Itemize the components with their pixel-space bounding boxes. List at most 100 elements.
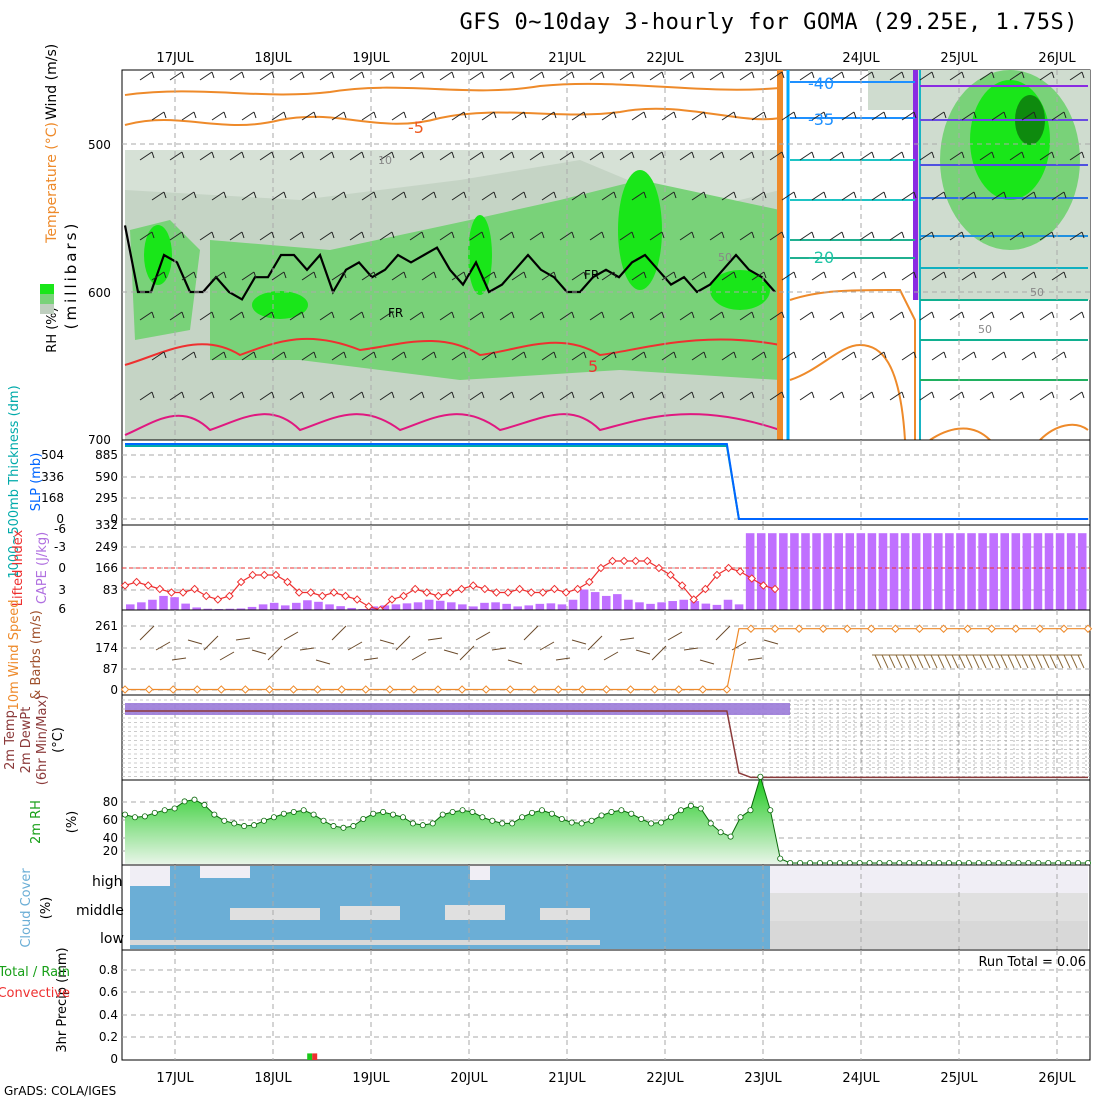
- wind-barb-flag: [391, 311, 395, 319]
- wind-barb: [691, 191, 705, 201]
- wind-barb-flag: [1003, 271, 1007, 279]
- wind-barb-flag: [601, 231, 605, 239]
- cape-bar: [391, 604, 401, 610]
- wind-barb: [751, 191, 765, 201]
- wind-barb: [559, 71, 573, 81]
- wind-barb: [871, 191, 885, 201]
- wind-marker: [530, 685, 539, 694]
- wind-barb: [331, 271, 345, 281]
- wind-barb: [289, 311, 303, 321]
- cape-bar: [756, 533, 766, 610]
- wind-barb: [139, 311, 153, 321]
- wind-barb-flag: [601, 71, 605, 79]
- wind-barb: [901, 271, 915, 281]
- wind-barb-flag: [391, 71, 395, 79]
- wind-barb: [993, 654, 1001, 669]
- wind-barb-flag: [691, 311, 695, 319]
- wind-barb: [459, 645, 475, 661]
- wind-barb-flag: [421, 391, 425, 399]
- li-marker: [445, 588, 455, 597]
- thickness-tick: 504: [41, 448, 64, 462]
- wind-barb-flag: [553, 111, 557, 119]
- wind-barb-flag: [973, 191, 977, 199]
- rh-core-1: [144, 225, 172, 285]
- cape-bar: [734, 604, 744, 610]
- wind-barb-flag: [691, 151, 695, 159]
- wind-barb: [931, 271, 945, 281]
- rh-marker: [380, 808, 387, 815]
- cape-bar: [280, 605, 290, 610]
- wind-marker: [867, 624, 876, 633]
- wind-ticks: 261 174 87 0: [95, 619, 118, 697]
- wind-barb-flag: [703, 111, 707, 119]
- rh-marker: [459, 807, 466, 814]
- wind-barb: [301, 271, 315, 281]
- wind-barb: [469, 151, 483, 161]
- wind-marker: [818, 624, 828, 633]
- precip-tick: 0.2: [99, 1030, 118, 1044]
- wind-barb: [631, 111, 645, 121]
- li-marker: [457, 584, 466, 594]
- bottom-date-label: 21JUL: [548, 1071, 586, 1086]
- wind-barb-flag: [613, 111, 617, 119]
- rh-marker: [668, 814, 675, 821]
- wind-barb: [451, 111, 465, 121]
- cloud-panel: high middle low Cloud Cover (%): [19, 864, 1091, 951]
- wind-barb: [379, 71, 393, 81]
- wind-barb: [181, 111, 195, 121]
- wind-barb: [1063, 654, 1071, 669]
- wind-barb: [829, 311, 843, 321]
- precip-tick: 0.4: [99, 1008, 118, 1022]
- bottom-date-label: 17JUL: [156, 1071, 194, 1086]
- wind-barb: [739, 71, 753, 81]
- wind-barb: [571, 351, 585, 361]
- wind-barb-flag: [901, 311, 905, 319]
- wind-barb-flag: [403, 191, 407, 199]
- wind-barb: [155, 641, 171, 651]
- wind-barb-flag: [523, 191, 527, 199]
- wind-barb-flag: [811, 391, 815, 399]
- wind-barb: [859, 391, 873, 401]
- wind-barb: [889, 391, 903, 401]
- cape-bar: [181, 603, 190, 610]
- wind-barb-flag: [1063, 351, 1067, 359]
- wind-marker: [794, 624, 804, 633]
- cape-bar: [867, 533, 877, 610]
- wind-barb-flag: [451, 71, 455, 79]
- wind-barb: [1035, 654, 1043, 669]
- wind-barb: [267, 645, 283, 661]
- cape-bar: [126, 604, 135, 610]
- wind-barb-flag: [241, 231, 245, 239]
- cape-bar: [601, 595, 611, 610]
- wind-barb: [409, 311, 423, 321]
- upper-wind-barbs: [139, 71, 1085, 401]
- rh-marker: [290, 808, 297, 815]
- wind-marker: [698, 685, 708, 694]
- wind-barb-flag: [943, 111, 947, 119]
- wind-barb: [961, 351, 975, 361]
- wind-barb: [747, 657, 763, 661]
- cape-bar: [635, 602, 644, 610]
- y-label-temp-4: (°C): [51, 727, 66, 753]
- wind-barb-flag: [223, 191, 227, 199]
- wind-barb: [859, 231, 873, 241]
- y-label-temp-3: (6hr Min/Max): [35, 695, 50, 785]
- wind-barb: [949, 391, 963, 401]
- wind-barb: [944, 654, 952, 669]
- wind-barb-flag: [553, 271, 557, 279]
- wind-barb: [289, 231, 303, 241]
- wind-barb-flag: [511, 71, 515, 79]
- wind-barb-flag: [343, 191, 347, 199]
- li-marker: [515, 584, 524, 594]
- wind-barb: [811, 111, 825, 121]
- cape-bar: [447, 602, 456, 610]
- cloud-tick-high: high: [92, 874, 123, 890]
- cape-bar: [170, 597, 179, 610]
- wind-barb-flag: [733, 271, 737, 279]
- wind-marker: [1059, 624, 1069, 633]
- rh-marker: [588, 817, 595, 824]
- wind-barb: [499, 311, 513, 321]
- cape-bar: [834, 533, 843, 610]
- cape-bar: [380, 605, 390, 610]
- wind-barb-flag: [901, 151, 905, 159]
